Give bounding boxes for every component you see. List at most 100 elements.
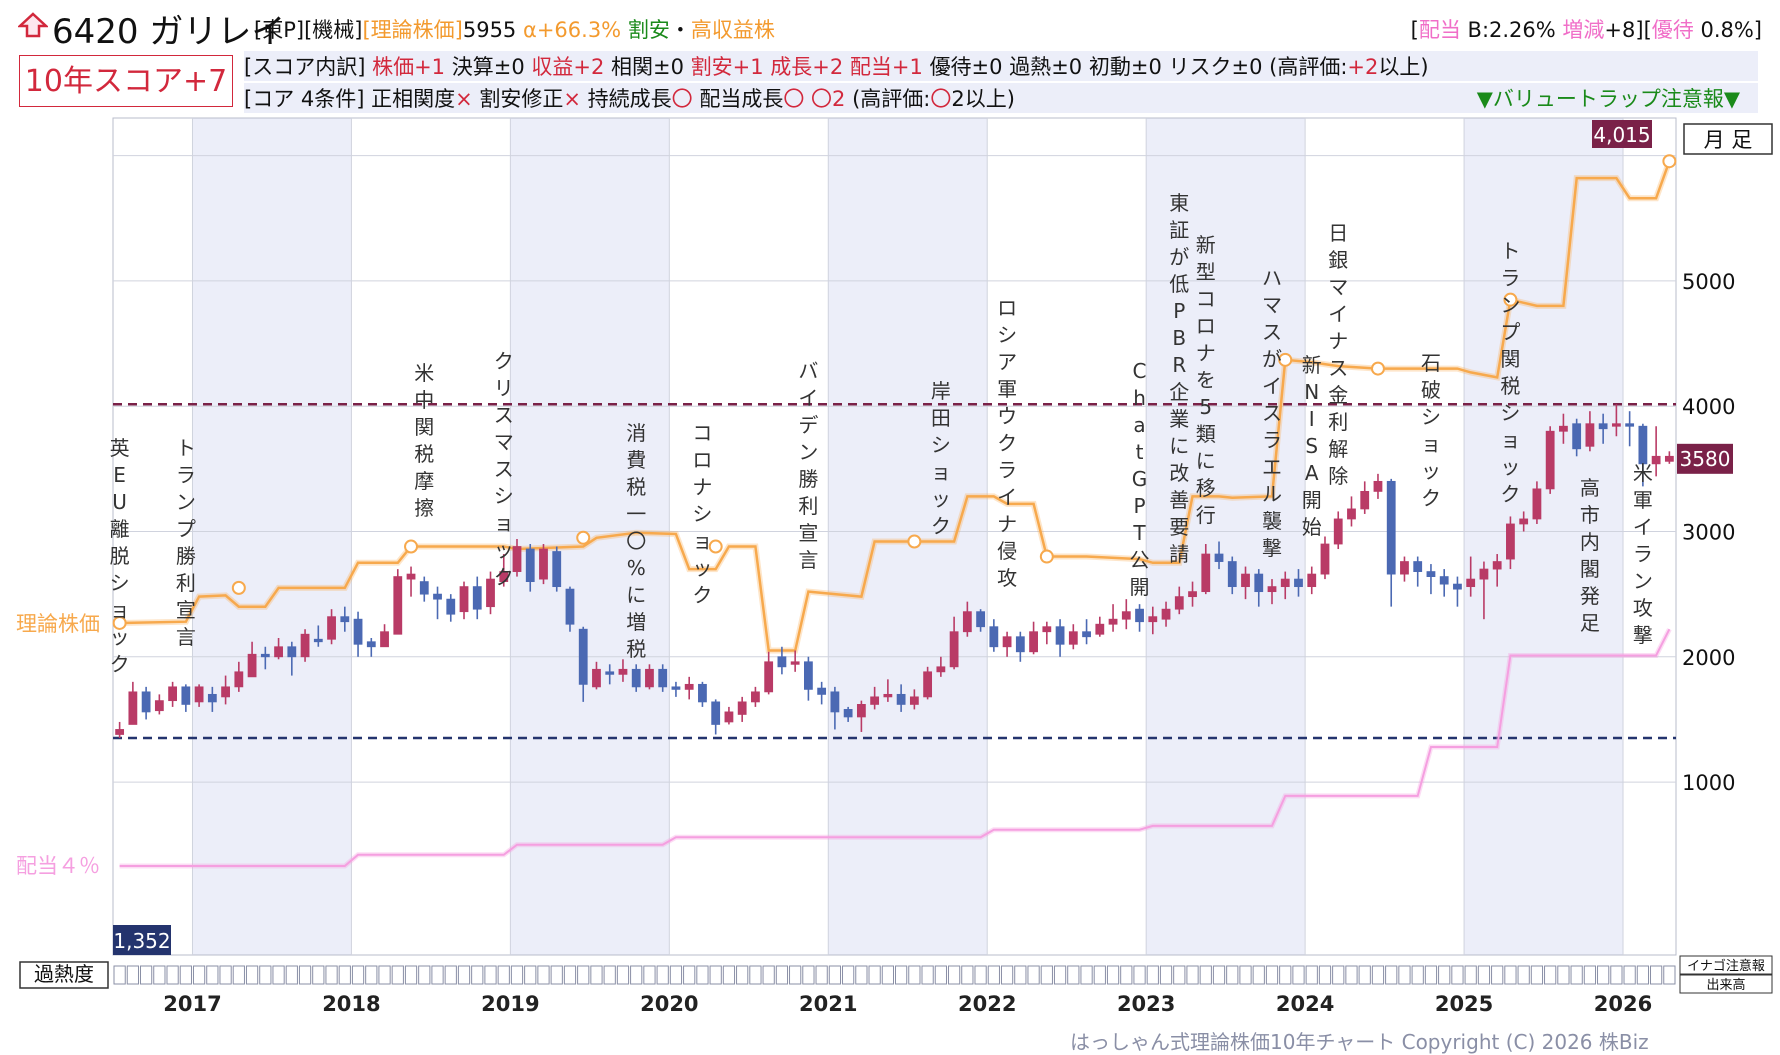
candle-body xyxy=(539,548,548,580)
event-char: 東 xyxy=(1169,191,1189,215)
candle-body xyxy=(1651,455,1661,465)
overheat-cell xyxy=(338,965,351,985)
event-char: I xyxy=(1309,407,1315,431)
candle-body xyxy=(366,641,376,648)
event-char: N xyxy=(1304,380,1319,404)
year-band-2023 xyxy=(1146,118,1306,955)
candle-body xyxy=(1413,561,1423,572)
event-char: に xyxy=(1169,434,1189,458)
event-char: ッ xyxy=(1500,455,1520,479)
x-tick-label: 2020 xyxy=(640,992,698,1016)
candle-body xyxy=(1002,636,1012,648)
event-char: ス xyxy=(494,457,514,481)
event-char: 一 xyxy=(626,502,646,526)
core-item-label: 配当成長 xyxy=(699,87,784,111)
event-char: が xyxy=(1169,245,1189,269)
event-char: 関 xyxy=(1500,347,1520,371)
event-char: エ xyxy=(1262,455,1282,479)
event-char: 破 xyxy=(1421,378,1441,402)
overheat-cell xyxy=(855,965,868,985)
event-char: 税 xyxy=(626,637,646,661)
candle-body xyxy=(128,691,138,725)
score-item: 収益+2 xyxy=(531,55,611,79)
event-char: 型 xyxy=(1196,260,1216,284)
overheat-cell xyxy=(1146,965,1159,985)
event-char: ン xyxy=(798,440,818,464)
high-yield-tag: 高収益株 xyxy=(690,18,775,42)
overheat-cell xyxy=(815,965,828,985)
x-tick-label: 2017 xyxy=(163,992,221,1016)
overheat-cell xyxy=(1398,965,1411,985)
candle-body xyxy=(1188,591,1197,598)
overheat-cell xyxy=(1411,965,1424,985)
candle-body xyxy=(989,626,999,648)
overheat-cell xyxy=(1358,965,1371,985)
dividend-label: 配当 xyxy=(1418,18,1461,42)
core-item: 割安修正× xyxy=(479,87,587,111)
overheat-cell xyxy=(272,965,285,985)
event-char: 米 xyxy=(1633,461,1653,485)
event-char: 〇 xyxy=(626,529,646,553)
candle-body xyxy=(1015,636,1025,653)
candle-body xyxy=(1360,490,1370,510)
plot-frame xyxy=(112,117,1677,956)
event-char: ナ xyxy=(1196,341,1216,365)
overheat-cell xyxy=(259,965,272,985)
candle-body xyxy=(724,711,734,723)
y-tick-label: 1000 xyxy=(1682,771,1735,795)
event-char: 軍 xyxy=(997,377,1017,401)
candle-body xyxy=(1082,631,1091,638)
candle-body xyxy=(1545,430,1555,490)
event-char: ス xyxy=(1328,356,1348,380)
event-char: B xyxy=(1172,326,1186,350)
candle-body xyxy=(446,598,456,615)
inago-box xyxy=(1679,955,1773,975)
overheat-cell xyxy=(881,965,894,985)
overheat-cell xyxy=(1583,965,1597,985)
event-char: 利 xyxy=(798,494,818,518)
event-char: ッ xyxy=(1421,459,1441,483)
overheat-cell xyxy=(179,965,192,985)
score-item: リスク±0 xyxy=(1168,55,1270,79)
event-char: ッ xyxy=(494,538,514,562)
overheat-cell xyxy=(192,965,206,985)
event-char: 中 xyxy=(414,388,434,412)
candle-body xyxy=(1598,423,1608,430)
score-item: 配当+1 xyxy=(849,55,930,79)
theory-marker xyxy=(1039,549,1054,564)
candle-body xyxy=(1320,543,1330,575)
event-char: S xyxy=(1305,434,1318,458)
candle-body xyxy=(327,616,336,640)
overheat-cell xyxy=(934,965,947,985)
candle-body xyxy=(962,611,972,633)
overheat-cell xyxy=(722,965,736,985)
event-char: 税 xyxy=(414,442,434,466)
event-char: ク xyxy=(1500,482,1520,506)
event-char: ト xyxy=(1500,239,1520,263)
up-arrow-icon xyxy=(18,12,48,38)
dividend-open: [ xyxy=(1410,18,1419,42)
candle-body xyxy=(552,551,562,588)
event-char: 証 xyxy=(1169,218,1189,242)
event-char: 請 xyxy=(1169,542,1189,566)
core-item-mark: 〇 xyxy=(671,87,700,111)
candle-body xyxy=(1148,616,1158,623)
candle-body xyxy=(883,693,893,698)
x-tick-label: 2018 xyxy=(322,992,380,1016)
event-char: P xyxy=(1134,494,1146,518)
event-char: 内 xyxy=(1580,530,1600,554)
core-item-mark: × xyxy=(455,87,480,111)
core-conditions-label: [コア 4条件] xyxy=(244,87,365,111)
event-char: シ xyxy=(997,323,1017,347)
event-char: 軍 xyxy=(1633,488,1653,512)
event-char: ョ xyxy=(1500,428,1520,452)
